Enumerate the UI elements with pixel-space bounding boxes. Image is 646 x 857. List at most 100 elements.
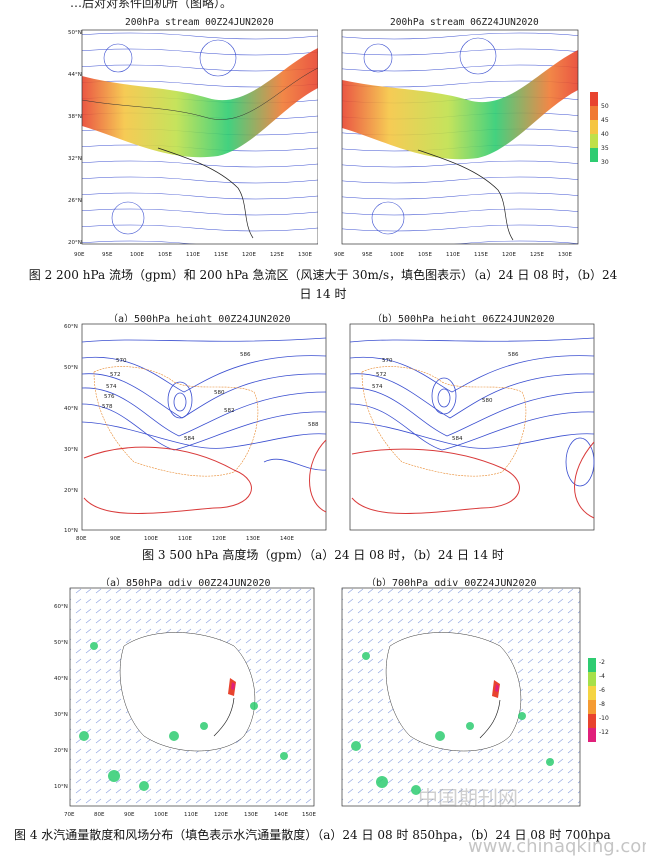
lon-tick: 100E	[144, 536, 158, 542]
lon-tick: 125E	[270, 252, 284, 258]
top-text-fragment: …后对对系件回机所（图略）。	[70, 0, 233, 10]
legend-label: -10	[599, 715, 609, 722]
lon-tick: 110E	[184, 812, 198, 818]
lon-tick: 110E	[186, 252, 200, 258]
lon-tick: 120E	[214, 812, 228, 818]
legend-swatch	[588, 700, 596, 714]
contour-label: 570	[382, 358, 393, 364]
lon-tick: 105E	[418, 252, 432, 258]
lon-tick: 90E	[124, 812, 135, 818]
lat-tick: 10°N	[64, 528, 78, 534]
fig2-caption-line1: 图 2 200 hPa 流场（gpm）和 200 hPa 急流区（风速大于 30…	[28, 268, 618, 282]
lon-tick: 130E	[244, 812, 258, 818]
lat-tick: 50°N	[54, 640, 68, 646]
lat-tick: 60°N	[64, 324, 78, 330]
lat-tick: 26°N	[68, 198, 82, 204]
fig4-panel-a: 60°N 50°N 40°N 30°N 20°N 10°N 70E 80E 90…	[54, 586, 326, 820]
contour-label: 586	[240, 352, 251, 358]
lat-tick: 20°N	[64, 488, 78, 494]
legend-swatch	[588, 728, 596, 742]
fig4-a-lon-ticks: 70E 80E 90E 100E 110E 120E 130E 140E 150…	[64, 812, 316, 818]
fig3-a-lat-ticks: 60°N 50°N 40°N 30°N 20°N 10°N	[64, 324, 78, 534]
lon-tick: 130E	[298, 252, 312, 258]
lat-tick: 50°N	[64, 365, 78, 371]
legend-swatch	[590, 120, 598, 134]
contour-label: 582	[224, 408, 235, 414]
lon-tick: 90E	[110, 536, 121, 542]
lon-tick: 110E	[178, 536, 192, 542]
fig3-panel-a: 586 570 572 574 576 578 580 582 584 588 …	[64, 322, 330, 542]
legend-swatch	[590, 148, 598, 162]
fig2-caption-line2: 日 14 时	[299, 287, 347, 301]
fig2-b-lon-ticks: 90E 95E 100E 105E 110E 115E 120E 125E 13…	[334, 252, 572, 258]
lat-tick: 50°N	[68, 30, 82, 36]
lon-tick: 70E	[64, 812, 75, 818]
contour-label: 574	[106, 384, 117, 390]
fig2-panel-b-title: 200hPa stream 06Z24JUN2020	[390, 17, 539, 28]
legend-label: -8	[599, 701, 605, 708]
fig4-legend: -2 -4 -6 -8 -10 -12	[588, 658, 609, 742]
legend-swatch	[588, 658, 596, 672]
lat-tick: 30°N	[64, 447, 78, 453]
lon-tick: 100E	[130, 252, 144, 258]
lon-tick: 140E	[280, 536, 294, 542]
lon-tick: 115E	[474, 252, 488, 258]
contour-label: 580	[482, 398, 493, 404]
lon-tick: 95E	[362, 252, 373, 258]
fig4-panel-b: -2 -4 -6 -8 -10 -12	[326, 586, 616, 820]
contour-label: 570	[116, 358, 127, 364]
lat-tick: 20°N	[68, 240, 82, 246]
legend-label: 45	[601, 117, 609, 124]
lon-tick: 130E	[558, 252, 572, 258]
contour-label: 580	[214, 390, 225, 396]
fig2-panel-a: 50°N 44°N 38°N 32°N 26°N 20°N 90E 95E 10…	[68, 28, 318, 260]
legend-label: -2	[599, 659, 605, 666]
fig2-panel-a-title: 200hPa stream 00Z24JUN2020	[125, 17, 274, 28]
legend-swatch	[588, 714, 596, 728]
fig4-panel-b-title: （b）700hPa qdiv 00Z24JUN2020	[366, 578, 537, 589]
lon-tick: 105E	[158, 252, 172, 258]
contour-label: 574	[372, 384, 383, 390]
legend-label: 30	[601, 159, 609, 166]
fig4-panel-a-title: （a）850hPa qdiv 00Z24JUN2020	[100, 578, 271, 589]
lon-tick: 140E	[274, 812, 288, 818]
lon-tick: 110E	[446, 252, 460, 258]
contour-label: 572	[110, 372, 121, 378]
lon-tick: 120E	[212, 536, 226, 542]
watermark-url: www.chinaqking.com	[468, 836, 646, 857]
lat-tick: 44°N	[68, 72, 82, 78]
legend-label: 50	[601, 103, 609, 110]
legend-label: 35	[601, 145, 609, 152]
lon-tick: 150E	[302, 812, 316, 818]
fig4-a-lat-ticks: 60°N 50°N 40°N 30°N 20°N 10°N	[54, 604, 68, 790]
lon-tick: 80E	[76, 536, 87, 542]
lat-tick: 38°N	[68, 114, 82, 120]
lon-tick: 125E	[530, 252, 544, 258]
legend-label: -12	[599, 729, 609, 736]
lat-tick: 30°N	[54, 712, 68, 718]
fig2-a-lon-ticks: 90E 95E 100E 105E 110E 115E 120E 125E 13…	[74, 252, 312, 258]
contour-label: 572	[376, 372, 387, 378]
fig3-caption: 图 3 500 hPa 高度场（gpm）（a）24 日 08 时，（b）24 日…	[142, 548, 504, 562]
legend-swatch	[590, 134, 598, 148]
contour-label: 578	[102, 404, 113, 410]
lon-tick: 90E	[334, 252, 345, 258]
legend-label: -4	[599, 673, 605, 680]
fig2-panel-b: 50 45 40 35 30 90E 95E 100E 105E 110E 11…	[332, 28, 614, 260]
legend-label: -6	[599, 687, 605, 694]
lon-tick: 130E	[246, 536, 260, 542]
contour-label: 584	[452, 436, 463, 442]
lat-tick: 40°N	[64, 406, 78, 412]
lat-tick: 20°N	[54, 748, 68, 754]
lon-tick: 115E	[214, 252, 228, 258]
lon-tick: 95E	[102, 252, 113, 258]
contour-label: 584	[184, 436, 195, 442]
lon-tick: 90E	[74, 252, 85, 258]
lat-tick: 40°N	[54, 676, 68, 682]
fig3-panel-b: 586 570 572 574 580 584	[332, 322, 608, 542]
legend-swatch	[588, 686, 596, 700]
lat-tick: 10°N	[54, 784, 68, 790]
lon-tick: 120E	[242, 252, 256, 258]
fig2-legend: 50 45 40 35 30	[590, 92, 609, 166]
lon-tick: 80E	[94, 812, 105, 818]
